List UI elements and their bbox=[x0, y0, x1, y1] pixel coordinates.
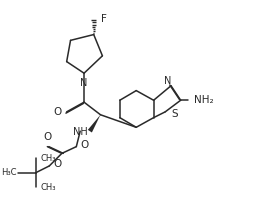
Polygon shape bbox=[88, 115, 100, 132]
Text: CH₃: CH₃ bbox=[41, 183, 56, 192]
Text: H₃C: H₃C bbox=[1, 168, 16, 177]
Text: S: S bbox=[171, 109, 178, 119]
Text: N: N bbox=[164, 76, 172, 86]
Text: O: O bbox=[54, 107, 62, 117]
Text: N: N bbox=[80, 78, 88, 88]
Text: NH₂: NH₂ bbox=[194, 95, 214, 105]
Text: CH₃: CH₃ bbox=[41, 154, 56, 163]
Text: O: O bbox=[53, 159, 61, 169]
Text: O: O bbox=[43, 132, 51, 142]
Text: O: O bbox=[80, 140, 88, 150]
Text: NH: NH bbox=[73, 127, 88, 137]
Text: F: F bbox=[102, 14, 107, 24]
